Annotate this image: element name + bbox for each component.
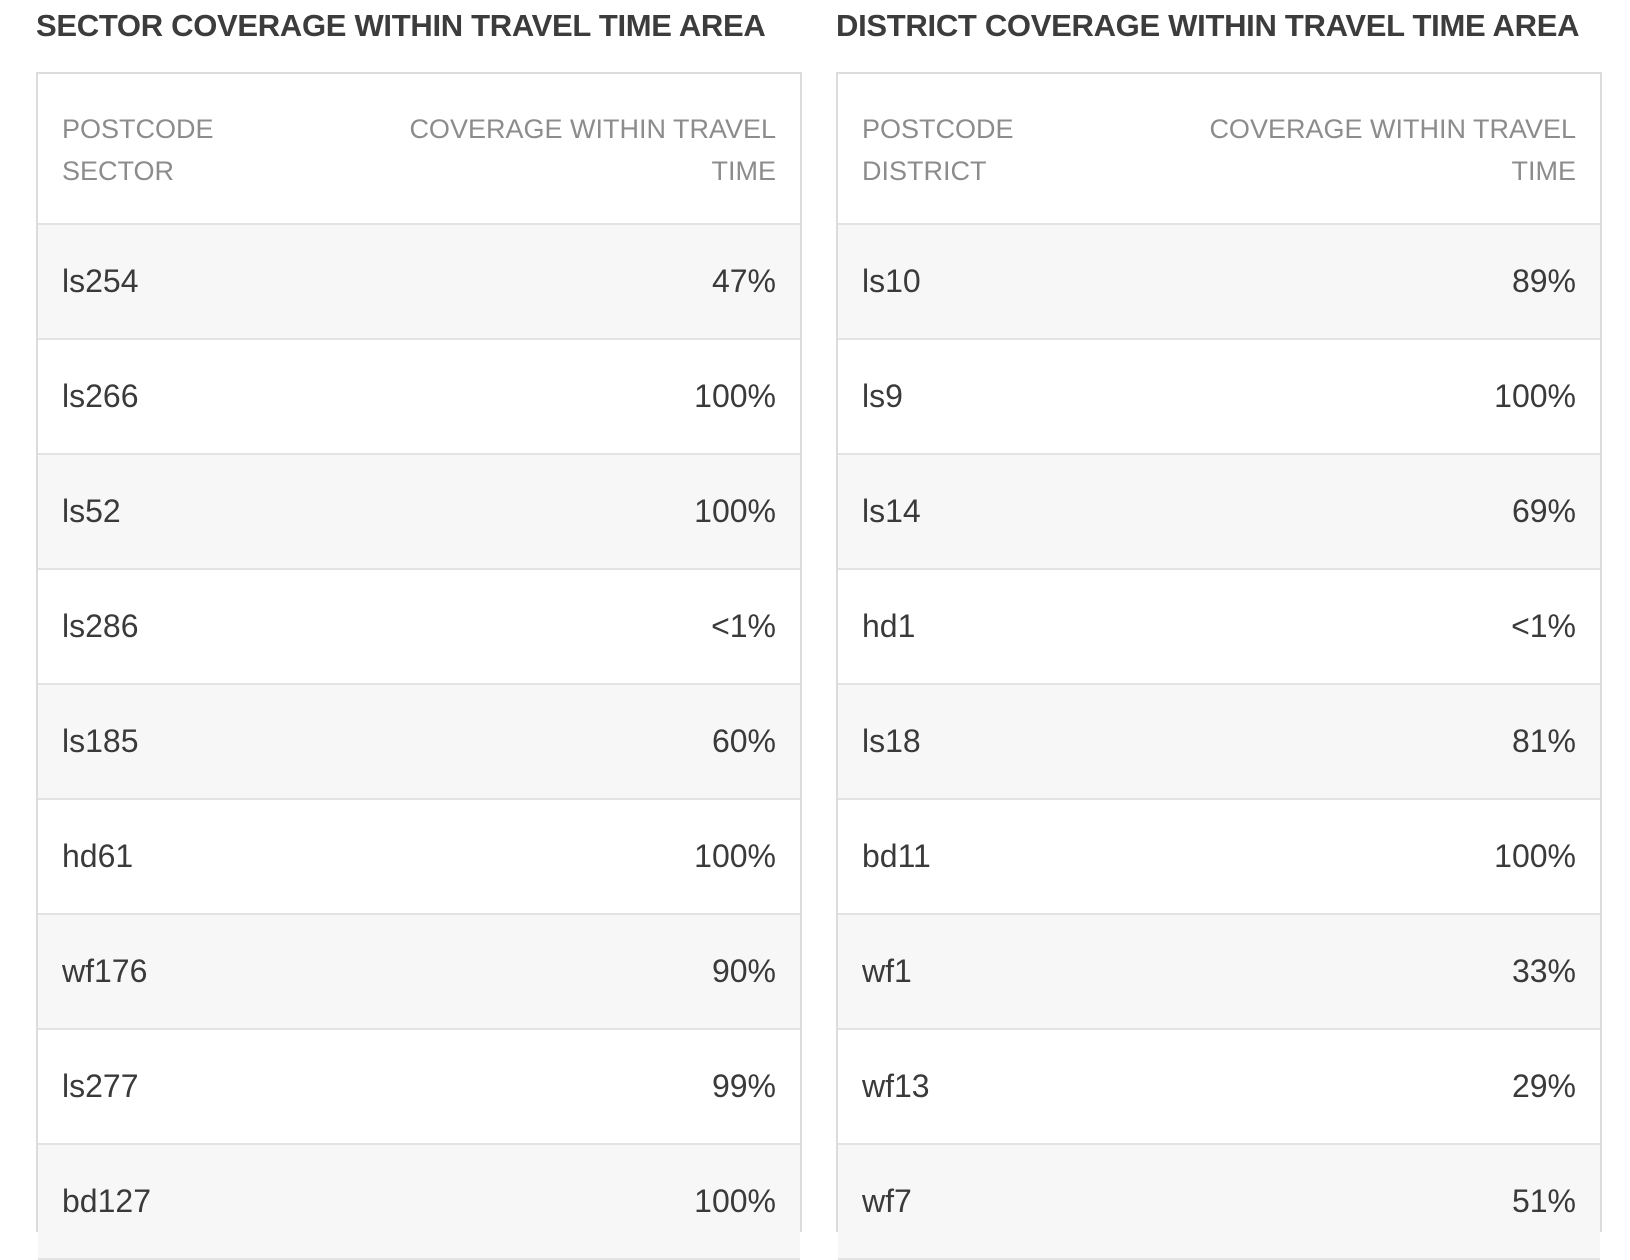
postcode-cell: ls52 [62, 493, 121, 529]
sector-table-title: SECTOR COVERAGE WITHIN TRAVEL TIME AREA [36, 8, 766, 43]
table-row: hd61 100% [38, 800, 800, 915]
postcode-cell: ls286 [62, 608, 139, 644]
table-row: bd127 100% [38, 1145, 800, 1260]
postcode-cell: wf176 [62, 953, 148, 989]
table-row: wf13 29% [838, 1030, 1600, 1145]
table-row: hd1 <1% [838, 570, 1600, 685]
postcode-cell: ls10 [862, 263, 921, 299]
postcode-cell: ls14 [862, 493, 921, 529]
district-table-title: DISTRICT COVERAGE WITHIN TRAVEL TIME ARE… [836, 8, 1580, 43]
header-line: TIME [1511, 156, 1577, 186]
table-body: ls254 47% ls266 100% ls52 100% ls286 <1% ls185 60… [38, 225, 800, 1260]
header-line: COVERAGE WITHIN TRAVEL [409, 114, 776, 144]
postcode-cell: hd1 [862, 608, 916, 644]
postcode-cell: ls185 [62, 723, 139, 759]
coverage-cell: 47% [711, 263, 776, 299]
postcode-cell: bd127 [62, 1183, 151, 1219]
table-header: POSTCODE DISTRICT COVERAGE WITHIN TRAVEL… [838, 74, 1600, 225]
postcode-cell: wf7 [862, 1183, 912, 1219]
coverage-cell: 100% [694, 838, 776, 874]
table-row: wf1 33% [838, 915, 1600, 1030]
coverage-cell: <1% [711, 608, 776, 644]
table-row: ls18 81% [838, 685, 1600, 800]
coverage-cell: 29% [1511, 1068, 1576, 1104]
header-line: TIME [711, 156, 777, 186]
header-line: POSTCODE [62, 114, 214, 144]
column-header-postcode-sector: POSTCODE SECTOR [62, 108, 262, 192]
table-header: POSTCODE SECTOR COVERAGE WITHIN TRAVEL T… [38, 74, 800, 225]
postcode-cell: ls18 [862, 723, 921, 759]
table-row: wf7 51% [838, 1145, 1600, 1260]
postcode-cell: bd11 [862, 838, 931, 874]
coverage-cell: 100% [694, 378, 776, 414]
coverage-cell: 89% [1511, 263, 1576, 299]
table-row: bd11 100% [838, 800, 1600, 915]
coverage-cell: 51% [1511, 1183, 1576, 1219]
table-row: wf176 90% [38, 915, 800, 1030]
postcode-cell: ls9 [862, 378, 903, 414]
coverage-cell: 100% [1494, 378, 1576, 414]
postcode-cell: wf13 [862, 1068, 930, 1104]
table-row: ls14 69% [838, 455, 1600, 570]
coverage-cell: 100% [1494, 838, 1576, 874]
column-header-postcode-district: POSTCODE DISTRICT [862, 108, 1062, 192]
coverage-cell: 99% [711, 1068, 776, 1104]
postcode-cell: ls254 [62, 263, 139, 299]
sector-coverage-table: POSTCODE SECTOR COVERAGE WITHIN TRAVEL T… [36, 72, 802, 1260]
header-line: POSTCODE [862, 114, 1014, 144]
coverage-cell: 60% [711, 723, 776, 759]
postcode-cell: ls266 [62, 378, 139, 414]
coverage-cell: <1% [1511, 608, 1576, 644]
postcode-cell: hd61 [62, 838, 134, 874]
header-line: COVERAGE WITHIN TRAVEL [1209, 114, 1576, 144]
table-row: ls9 100% [838, 340, 1600, 455]
column-header-coverage: COVERAGE WITHIN TRAVEL TIME [396, 108, 776, 192]
table-row: ls185 60% [38, 685, 800, 800]
coverage-cell: 90% [711, 953, 776, 989]
district-coverage-table: POSTCODE DISTRICT COVERAGE WITHIN TRAVEL… [836, 72, 1602, 1260]
table-row: ls286 <1% [38, 570, 800, 685]
postcode-cell: ls277 [62, 1068, 139, 1104]
column-header-coverage: COVERAGE WITHIN TRAVEL TIME [1196, 108, 1576, 192]
postcode-cell: wf1 [862, 953, 912, 989]
table-body: ls10 89% ls9 100% ls14 69% hd1 <1% ls18 81% bd11 10… [838, 225, 1600, 1260]
table-row: ls254 47% [38, 225, 800, 340]
coverage-cell: 69% [1511, 493, 1576, 529]
coverage-cell: 100% [694, 1183, 776, 1219]
table-row: ls52 100% [38, 455, 800, 570]
coverage-cell: 100% [694, 493, 776, 529]
header-line: DISTRICT [862, 156, 987, 186]
table-row: ls10 89% [838, 225, 1600, 340]
table-row: ls277 99% [38, 1030, 800, 1145]
coverage-cell: 81% [1511, 723, 1576, 759]
coverage-cell: 33% [1511, 953, 1576, 989]
table-row: ls266 100% [38, 340, 800, 455]
header-line: SECTOR [62, 156, 175, 186]
